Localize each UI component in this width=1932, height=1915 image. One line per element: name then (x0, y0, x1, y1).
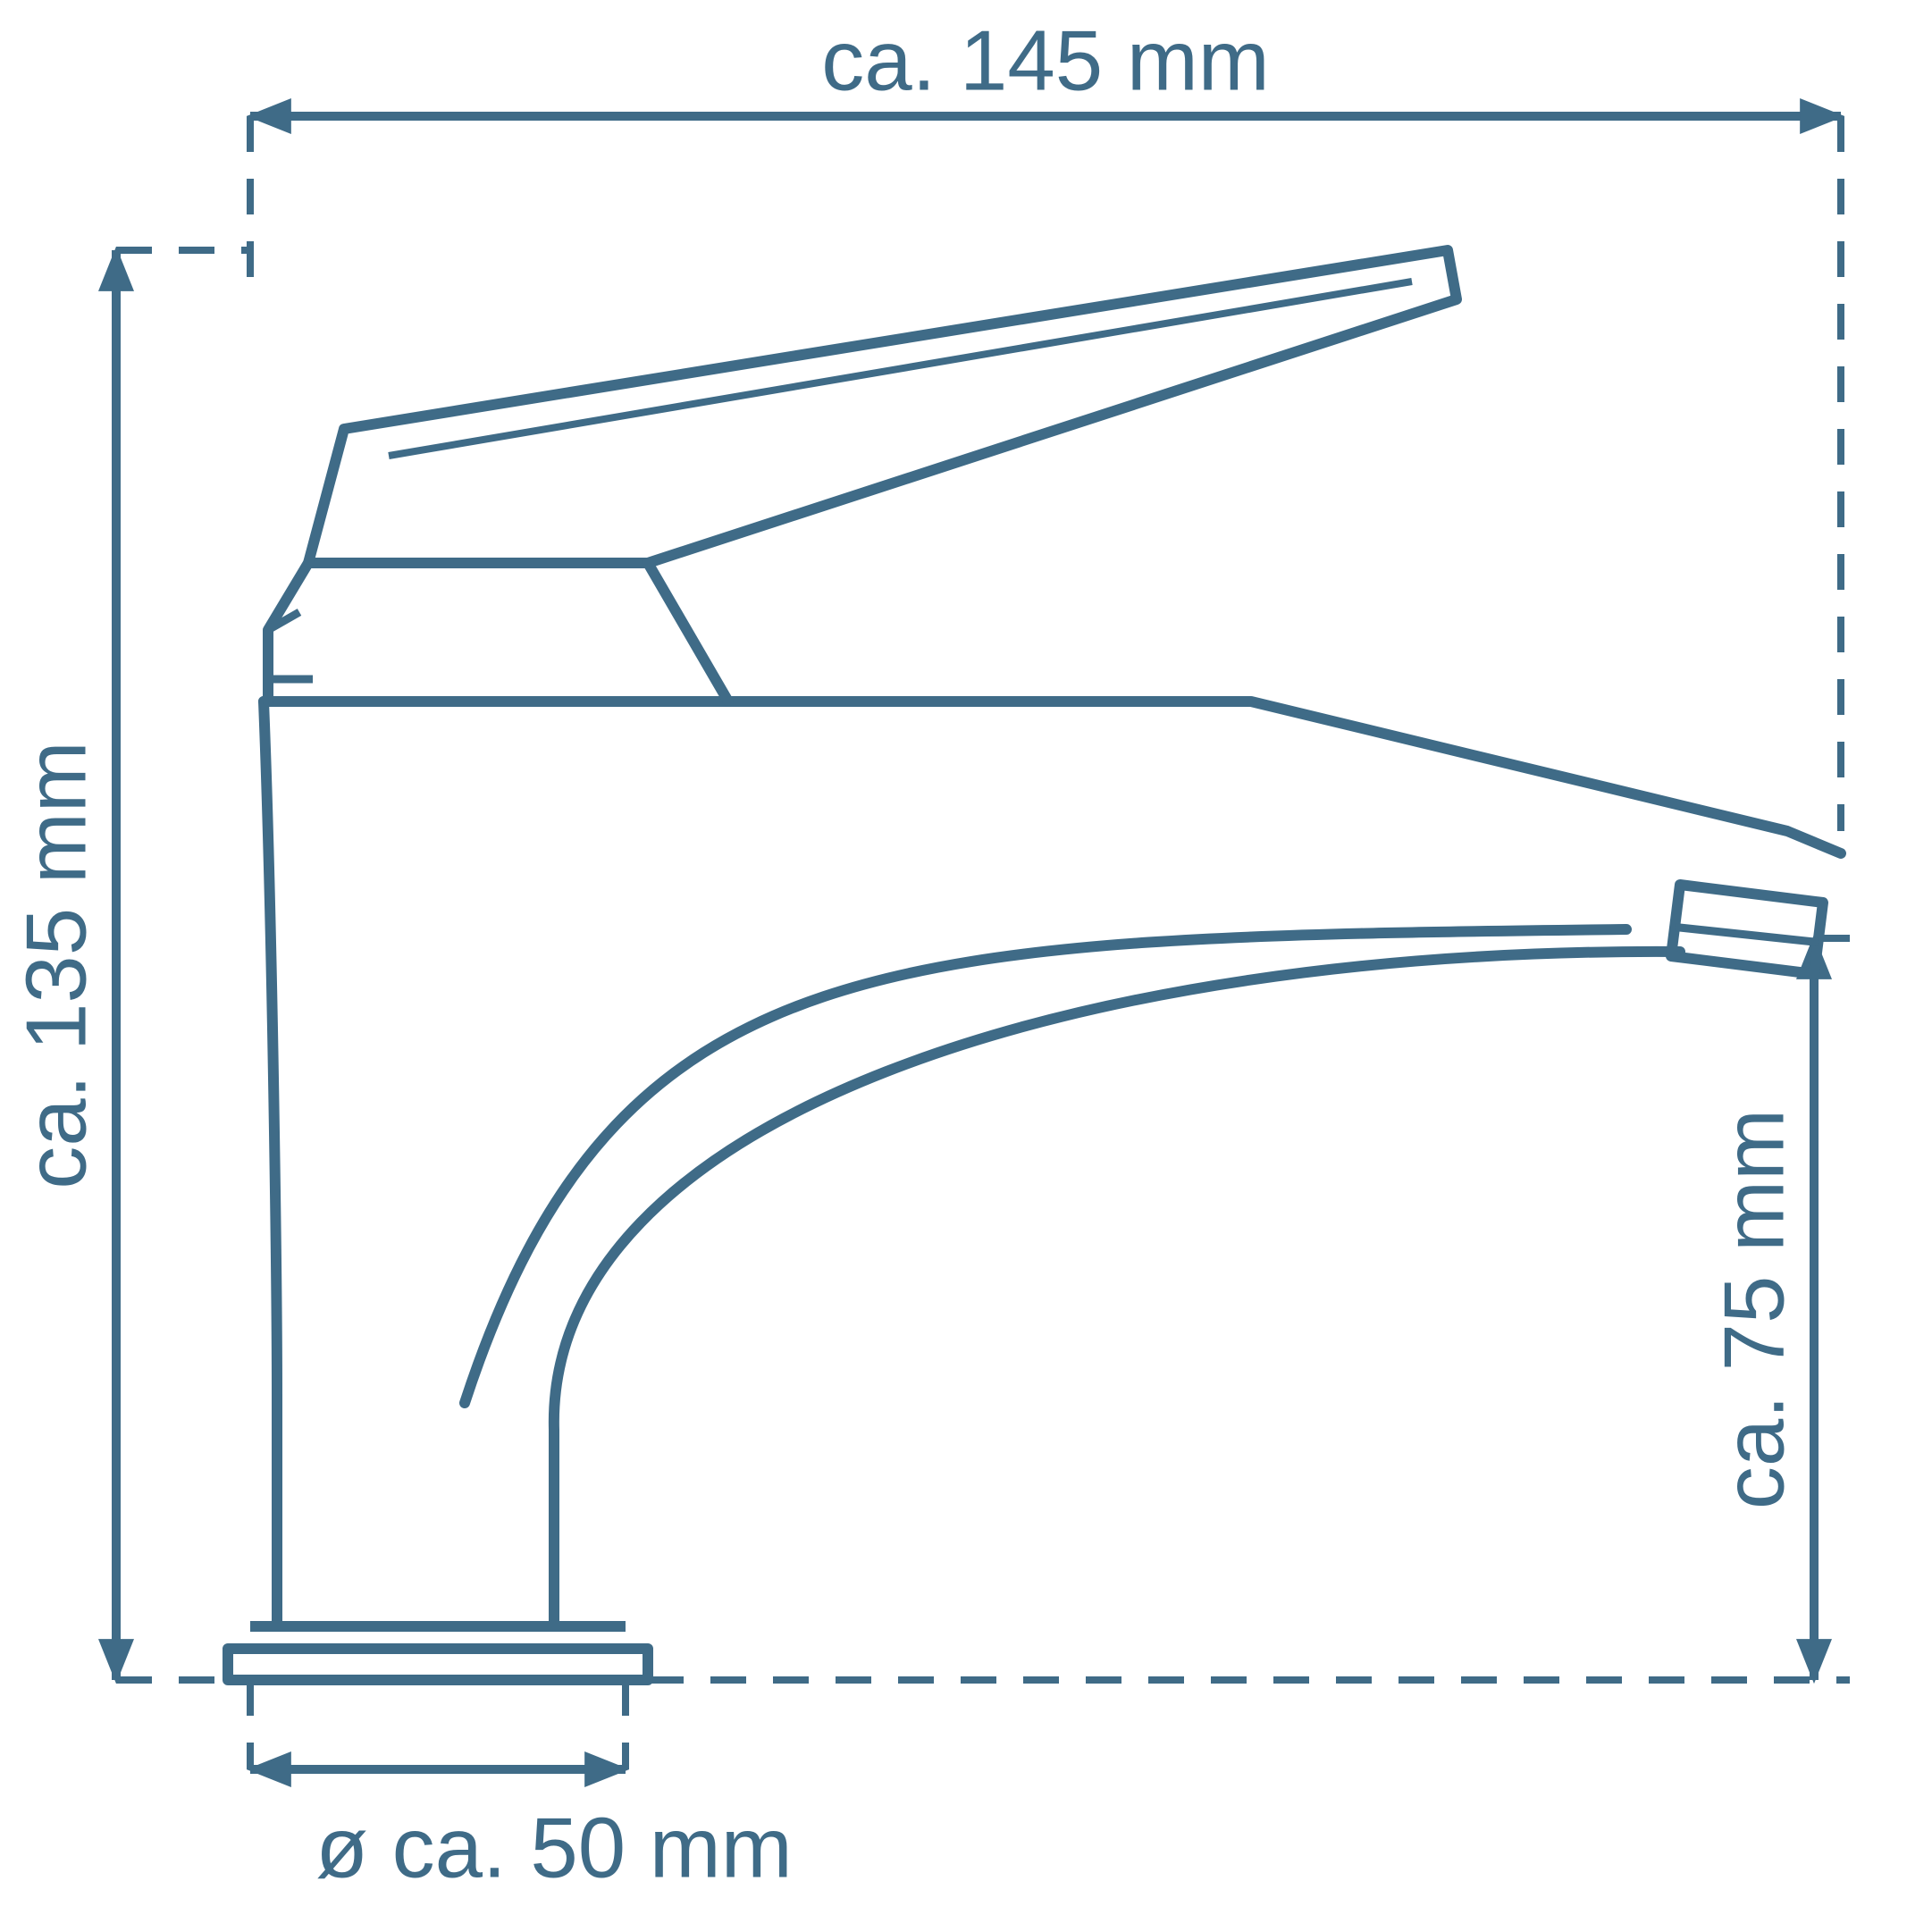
dim-label-spout-height: ca. 75 mm (1706, 1109, 1802, 1509)
dim-label-height: ca. 135 mm (8, 741, 104, 1189)
faucet-outline (228, 250, 1841, 1680)
dim-label-base-diameter: ø ca. 50 mm (315, 1800, 792, 1895)
dim-label-width: ca. 145 mm (821, 13, 1270, 108)
